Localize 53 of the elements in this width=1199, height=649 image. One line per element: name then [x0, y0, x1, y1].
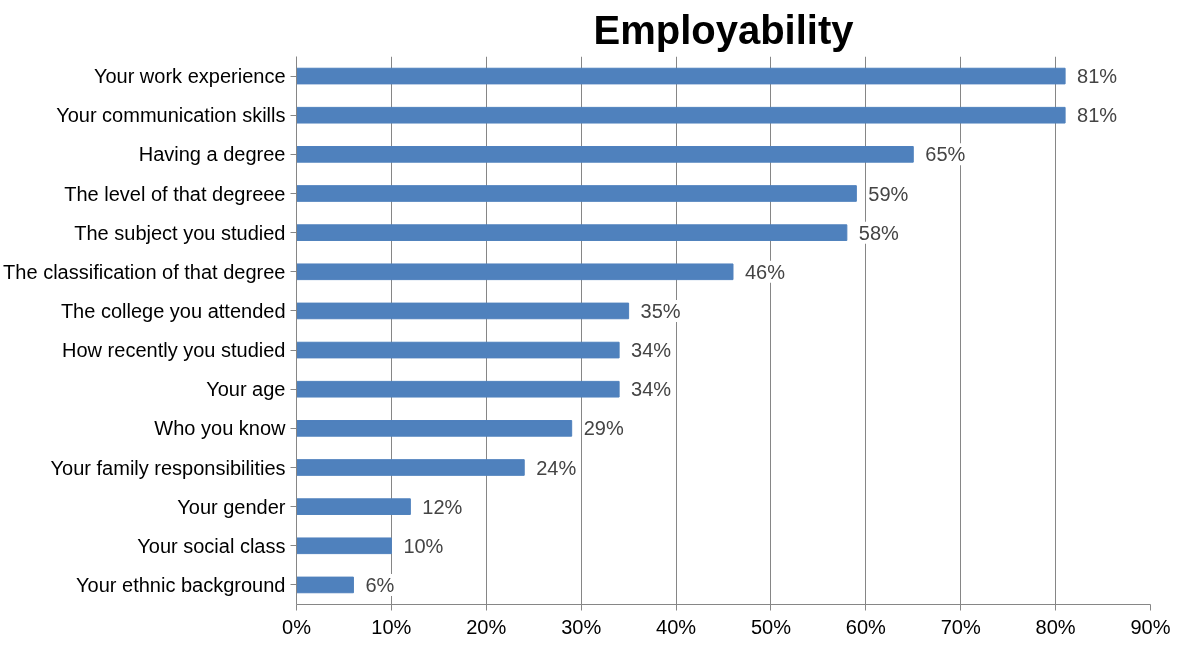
y-tick-label: Your family responsibilities — [50, 456, 286, 479]
x-tick-label: 80% — [1035, 615, 1076, 638]
y-tick-label: Who you know — [154, 417, 287, 440]
y-tick-label: The classification of that degree — [3, 260, 286, 283]
data-label: 10% — [403, 534, 444, 557]
bar — [296, 576, 354, 594]
y-tick-label: The level of that degreee — [64, 182, 286, 205]
bar — [296, 224, 848, 241]
y-tick-label: Your social class — [137, 534, 286, 557]
data-label: 35% — [640, 299, 681, 322]
data-label: 81% — [1077, 65, 1118, 88]
y-tick-label: Your communication skills — [56, 104, 286, 127]
chart-title: Employability — [593, 7, 855, 52]
x-tick-label: 40% — [656, 615, 697, 638]
x-tick-label: 60% — [845, 615, 887, 638]
bar — [296, 185, 857, 202]
data-label: 58% — [858, 221, 900, 244]
y-tick-label: Your work experience — [93, 65, 286, 88]
data-label: 29% — [583, 417, 624, 440]
data-label: 65% — [925, 143, 966, 166]
data-label: 81% — [1077, 104, 1118, 127]
x-tick-label: 10% — [371, 615, 412, 638]
x-tick-label: 0% — [282, 615, 312, 638]
bar — [296, 146, 914, 163]
x-tick-label: 30% — [561, 615, 602, 638]
y-tick-label: The college you attended — [60, 299, 286, 322]
bar — [296, 537, 392, 555]
bar — [296, 67, 1066, 85]
bar — [296, 380, 620, 398]
x-tick-label: 50% — [750, 615, 792, 638]
y-tick-label: Having a degree — [138, 143, 286, 166]
bar — [296, 106, 1066, 124]
data-label: 12% — [422, 495, 463, 518]
data-label: 6% — [365, 573, 395, 596]
x-tick-label: 90% — [1130, 615, 1171, 638]
y-tick-label: Your age — [206, 378, 286, 401]
bar — [296, 420, 573, 437]
y-tick-label: Your ethnic background — [76, 573, 286, 596]
x-tick-label: 20% — [466, 615, 507, 638]
y-tick-label: The subject you studied — [74, 221, 286, 244]
data-label: 34% — [631, 339, 672, 362]
bar — [296, 263, 734, 281]
x-tick-label: 70% — [940, 615, 981, 638]
bar — [296, 302, 630, 320]
y-tick-label: How recently you studied — [62, 339, 286, 362]
data-label: 46% — [744, 260, 786, 283]
bar — [296, 459, 525, 476]
data-label: 24% — [536, 456, 577, 479]
bar — [296, 498, 411, 515]
data-label: 59% — [868, 182, 909, 205]
data-label: 34% — [631, 378, 672, 401]
bar — [296, 341, 620, 359]
y-tick-label: Your gender — [177, 495, 286, 518]
